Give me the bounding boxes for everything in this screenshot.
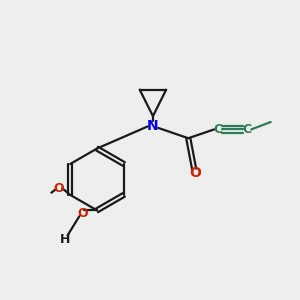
Text: C: C [243,123,252,136]
Text: O: O [190,166,202,180]
Text: H: H [59,233,70,246]
Text: C: C [213,123,222,136]
Text: N: N [147,119,159,134]
Text: O: O [53,182,64,195]
Text: methoxy: methoxy [39,195,46,196]
Text: O: O [77,207,88,220]
